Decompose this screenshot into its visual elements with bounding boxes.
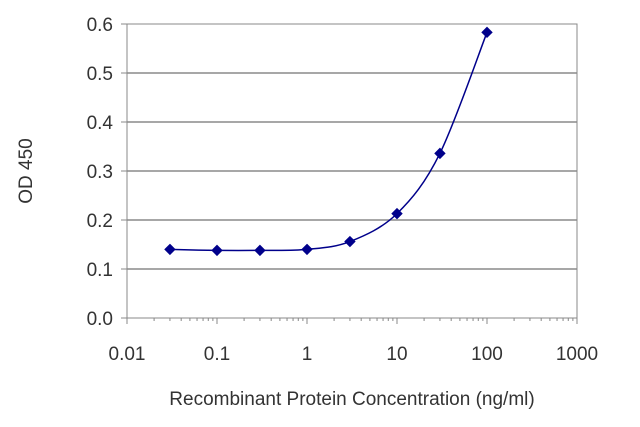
series-curve	[169, 32, 488, 252]
y-tick-label: 0.6	[87, 15, 113, 36]
y-tick-label: 0.1	[87, 260, 113, 281]
y-axis-title: OD 450	[16, 138, 37, 203]
x-tick-label: 1000	[556, 344, 598, 365]
data-point	[164, 243, 176, 256]
x-tick-label: 0.1	[204, 344, 230, 365]
x-tick-label: 100	[471, 344, 503, 365]
data-points	[164, 26, 493, 257]
x-tick-label: 1	[302, 344, 313, 365]
x-tick-label: 0.01	[109, 344, 146, 365]
x-tick-label: 10	[386, 344, 407, 365]
data-point	[211, 244, 223, 257]
x-axis-title: Recombinant Protein Concentration (ng/ml…	[169, 389, 534, 410]
y-axis: 0.0 0.1 0.2 0.3 0.4 0.5 0.6	[87, 15, 127, 330]
data-point	[344, 235, 356, 248]
x-axis: 0.01 0.1 1 10 100 1000	[109, 318, 598, 365]
data-point	[481, 26, 493, 39]
data-point	[301, 243, 313, 256]
y-tick-label: 0.4	[87, 113, 114, 134]
grid-lines	[127, 72, 577, 270]
y-tick-label: 0.5	[87, 64, 113, 85]
y-tick-label: 0.3	[87, 162, 113, 183]
data-point	[391, 207, 403, 220]
y-tick-label: 0.2	[87, 211, 113, 232]
data-point	[434, 147, 446, 160]
y-tick-label: 0.0	[87, 309, 113, 330]
data-point	[254, 244, 266, 257]
